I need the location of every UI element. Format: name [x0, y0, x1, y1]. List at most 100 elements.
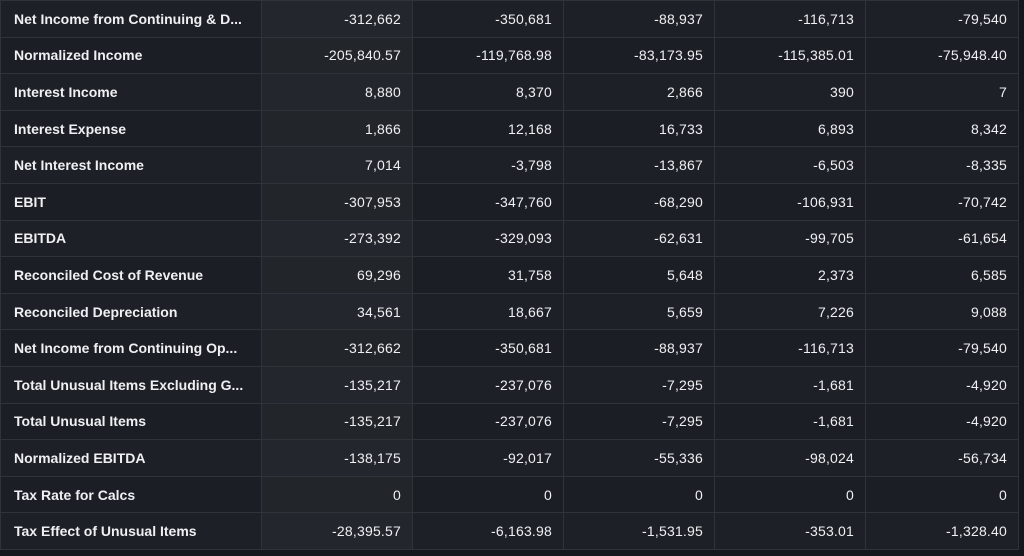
value-cell: 69,296 — [261, 256, 413, 294]
row-label: Normalized EBITDA — [0, 439, 262, 477]
table-row: Reconciled Cost of Revenue 69,296 31,758 5,… — [0, 256, 1019, 294]
value-cell: 2,373 — [714, 256, 866, 294]
value-cell: 5,648 — [563, 256, 715, 294]
value-cell: 7,014 — [261, 146, 413, 184]
value-cell: -88,937 — [563, 329, 715, 367]
row-label: Interest Income — [0, 73, 262, 111]
value-cell: -135,217 — [261, 365, 413, 404]
row-label: Interest Expense — [0, 109, 262, 148]
value-cell: -62,631 — [563, 219, 715, 258]
row-label: EBIT — [0, 182, 262, 221]
value-cell: -1,681 — [714, 365, 866, 404]
value-cell: -205,840.57 — [261, 36, 413, 75]
value-cell: -350,681 — [412, 0, 564, 38]
value-cell: -70,742 — [865, 182, 1019, 221]
value-cell: 5,659 — [563, 292, 715, 331]
value-cell: 0 — [714, 475, 866, 514]
value-cell: -347,760 — [412, 182, 564, 221]
value-cell: 12,168 — [412, 109, 564, 148]
value-cell: 8,370 — [412, 73, 564, 111]
value-cell: -312,662 — [261, 0, 413, 38]
value-cell: -3,798 — [412, 146, 564, 184]
value-cell: 390 — [714, 73, 866, 111]
value-cell: 1,866 — [261, 109, 413, 148]
value-cell: -79,540 — [865, 329, 1019, 367]
row-label: Normalized Income — [0, 36, 262, 75]
table-row: Normalized EBITDA -138,175 -92,017 -55,336-… — [0, 439, 1019, 477]
value-cell: 7 — [865, 73, 1019, 111]
value-cell: -119,768.98 — [412, 36, 564, 75]
value-cell: 0 — [261, 475, 413, 514]
value-cell: -61,654 — [865, 219, 1019, 258]
row-label: Reconciled Depreciation — [0, 292, 262, 331]
table-row: Total Unusual Items Excluding G... -135,2… — [0, 365, 1019, 404]
table-row: Tax Rate for Calcs 0 0 0 0 0 — [0, 475, 1019, 514]
value-cell: -116,713 — [714, 0, 866, 38]
table-row: Interest Income 8,880 8,370 2,866 390 7 — [0, 73, 1019, 111]
table-row: Tax Effect of Unusual Items -28,395.57 -6,… — [0, 512, 1019, 550]
value-cell: -55,336 — [563, 439, 715, 477]
table-row: Reconciled Depreciation 34,561 18,667 5,659… — [0, 292, 1019, 331]
value-cell: 18,667 — [412, 292, 564, 331]
value-cell: -106,931 — [714, 182, 866, 221]
table-row: Net Income from Continuing & D... -312,66… — [0, 0, 1019, 38]
value-cell: 6,893 — [714, 109, 866, 148]
table-row: Net Income from Continuing Op... -312,662… — [0, 329, 1019, 367]
value-cell: -135,217 — [261, 402, 413, 441]
row-label: Total Unusual Items Excluding G... — [0, 365, 262, 404]
value-cell: -7,295 — [563, 402, 715, 441]
row-label: Net Interest Income — [0, 146, 262, 184]
value-cell: -28,395.57 — [261, 512, 413, 550]
value-cell: -6,163.98 — [412, 512, 564, 550]
value-cell: 7,226 — [714, 292, 866, 331]
value-cell: -138,175 — [261, 439, 413, 477]
value-cell: 9,088 — [865, 292, 1019, 331]
value-cell: 31,758 — [412, 256, 564, 294]
table-row: EBIT -307,953 -347,760 -68,290 -106,931 -70,7… — [0, 182, 1019, 221]
row-label: Reconciled Cost of Revenue — [0, 256, 262, 294]
value-cell: 0 — [563, 475, 715, 514]
value-cell: 8,342 — [865, 109, 1019, 148]
value-cell: -8,335 — [865, 146, 1019, 184]
value-cell: 8,880 — [261, 73, 413, 111]
value-cell: -312,662 — [261, 329, 413, 367]
row-label: Net Income from Continuing & D... — [0, 0, 262, 38]
value-cell: -88,937 — [563, 0, 715, 38]
value-cell: -13,867 — [563, 146, 715, 184]
value-cell: -350,681 — [412, 329, 564, 367]
row-label: Tax Effect of Unusual Items — [0, 512, 262, 550]
value-cell: -1,328.40 — [865, 512, 1019, 550]
value-cell: -115,385.01 — [714, 36, 866, 75]
value-cell: -56,734 — [865, 439, 1019, 477]
value-cell: -79,540 — [865, 0, 1019, 38]
value-cell: -1,681 — [714, 402, 866, 441]
row-label: Tax Rate for Calcs — [0, 475, 262, 514]
value-cell: -307,953 — [261, 182, 413, 221]
value-cell: -237,076 — [412, 402, 564, 441]
value-cell: -329,093 — [412, 219, 564, 258]
value-cell: -1,531.95 — [563, 512, 715, 550]
value-cell: 0 — [412, 475, 564, 514]
value-cell: -83,173.95 — [563, 36, 715, 75]
value-cell: -6,503 — [714, 146, 866, 184]
value-cell: -116,713 — [714, 329, 866, 367]
value-cell: -99,705 — [714, 219, 866, 258]
value-cell: 6,585 — [865, 256, 1019, 294]
value-cell: 16,733 — [563, 109, 715, 148]
value-cell: -7,295 — [563, 365, 715, 404]
table-row: Interest Expense 1,866 12,168 16,733 6,893 8,… — [0, 109, 1019, 148]
table-row: Normalized Income -205,840.57 -119,768.98-… — [0, 36, 1019, 75]
value-cell: -75,948.40 — [865, 36, 1019, 75]
value-cell: -4,920 — [865, 402, 1019, 441]
value-cell: 0 — [865, 475, 1019, 514]
value-cell: 2,866 — [563, 73, 715, 111]
value-cell: -273,392 — [261, 219, 413, 258]
row-label: Total Unusual Items — [0, 402, 262, 441]
value-cell: -98,024 — [714, 439, 866, 477]
table-row: Total Unusual Items -135,217 -237,076 -7,29… — [0, 402, 1019, 441]
table-row: Net Interest Income 7,014 -3,798 -13,867 -6,… — [0, 146, 1019, 184]
value-cell: -68,290 — [563, 182, 715, 221]
